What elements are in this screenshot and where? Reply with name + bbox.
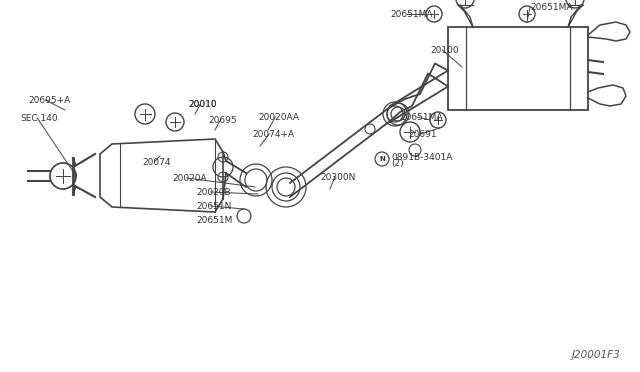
Text: 20010: 20010 [188,99,216,109]
Text: 20300N: 20300N [320,173,355,182]
Text: 20695: 20695 [208,115,237,125]
Text: 20020B: 20020B [196,187,230,196]
Text: 20651MA: 20651MA [390,10,433,19]
Text: 20651M: 20651M [196,215,232,224]
Text: J20001F3: J20001F3 [572,350,620,360]
Text: N: N [379,156,385,162]
Text: 20010: 20010 [188,99,216,109]
Text: 20020AA: 20020AA [258,112,299,122]
Text: 20651MA: 20651MA [530,3,573,12]
Text: 20695+A: 20695+A [28,96,70,105]
Text: 20020A: 20020A [172,173,207,183]
Text: 20651N: 20651N [196,202,232,211]
Text: 20074+A: 20074+A [252,129,294,138]
Text: 20691: 20691 [408,129,436,138]
Text: 0891B-3401A: 0891B-3401A [391,153,452,161]
Text: 20100: 20100 [430,45,459,55]
Text: SEC.140: SEC.140 [20,113,58,122]
Text: 20074: 20074 [142,157,170,167]
Text: 20651MA: 20651MA [400,112,442,122]
Text: (2): (2) [391,159,404,168]
